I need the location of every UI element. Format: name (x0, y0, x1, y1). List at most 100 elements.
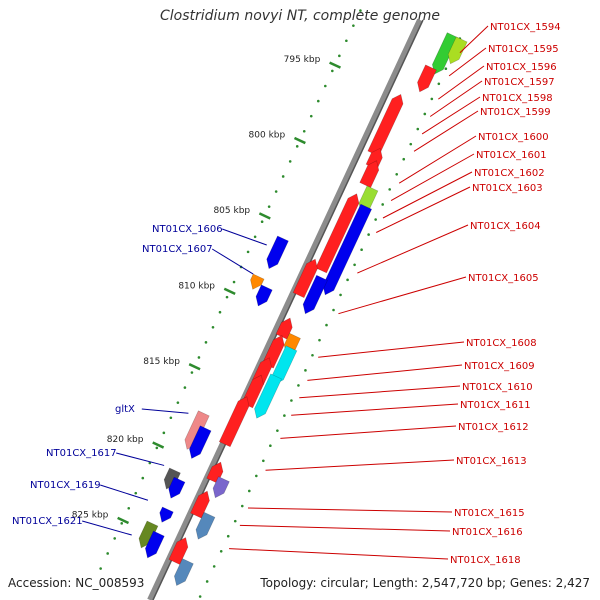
gene-label-right: NT01CX_1608 (466, 338, 537, 349)
leader-line (413, 110, 479, 152)
gene-label-right: NT01CX_1613 (456, 456, 527, 467)
gene-features (138, 32, 468, 586)
tick-dot (367, 233, 370, 236)
major-tick (117, 516, 130, 525)
tick-dot (155, 446, 159, 450)
leader-line (100, 484, 149, 501)
tick-dot (232, 280, 236, 284)
leader-line (229, 548, 449, 560)
leader-line (357, 224, 469, 274)
tick-label: 820 kbp (107, 435, 144, 445)
gene-label-left: NT01CX_1606 (152, 224, 223, 235)
tick-label: 800 kbp (249, 131, 286, 141)
leader-line (318, 341, 465, 358)
gene-label-right: NT01CX_1599 (480, 107, 551, 118)
gene-arrow (315, 193, 360, 274)
tick-dot (402, 157, 406, 161)
tick-dot (409, 142, 413, 146)
tick-dot (444, 67, 448, 71)
tick-dot (113, 537, 116, 540)
major-tick (329, 61, 341, 69)
tick-dot (297, 384, 300, 387)
gene-label-right: NT01CX_1597 (484, 77, 555, 88)
major-tick (152, 441, 165, 449)
gene-label-right: NT01CX_1616 (452, 527, 523, 538)
major-tick (188, 363, 201, 371)
tick-label: 810 kbp (178, 281, 215, 291)
major-tick (293, 136, 306, 145)
tick-dot (169, 416, 173, 420)
tick-dot (283, 414, 286, 417)
tick-dot (225, 295, 229, 299)
tick-dot (316, 99, 320, 103)
leader-line (141, 408, 189, 414)
gene-label-left: NT01CX_1619 (30, 480, 101, 491)
tick-dot (246, 250, 250, 254)
tick-dot (346, 278, 349, 282)
gene-label-right: NT01CX_1605 (468, 273, 539, 284)
gene-arrow (250, 273, 265, 290)
gene-arrow (359, 160, 380, 188)
tick-dot (141, 476, 145, 480)
tick-marks: 795 kbp 800 kbp 805 kbp 810 kbp 815 kbp 820 k… (72, 9, 462, 598)
tick-dot (262, 459, 265, 463)
gene-labels: NT01CX_1594 NT01CX_1595 NT01CX_1596 NT01CX_… (12, 22, 561, 566)
gene-label-right: NT01CX_1595 (488, 44, 559, 55)
genome-title: Clostridium novyi NT, complete genome (159, 8, 441, 24)
leader-line (116, 452, 165, 466)
tick-dot (302, 129, 306, 133)
gene-arrow (189, 425, 212, 459)
gene-label-right: NT01CX_1618 (450, 555, 521, 566)
gene-label-left: NT01CX_1617 (46, 448, 117, 459)
tick-dot (218, 310, 222, 314)
gene-arrow (168, 537, 189, 565)
gene-arrow (302, 274, 328, 315)
tick-dot (332, 308, 335, 312)
tick-dot (430, 97, 434, 101)
gene-label-right: NT01CX_1598 (482, 93, 553, 104)
leader-line (280, 425, 457, 439)
tick-dot (269, 444, 272, 448)
leader-line (299, 385, 461, 399)
gene-label-right: NT01CX_1602 (474, 168, 545, 179)
gene-label-right: NT01CX_1609 (464, 361, 535, 372)
leader-line (338, 276, 467, 315)
tick-label: 815 kbp (143, 357, 180, 367)
tick-label: 805 kbp (213, 206, 250, 216)
tick-dot (134, 491, 138, 495)
gene-arrow (212, 476, 230, 499)
gene-arrow (218, 396, 250, 448)
gene-arrow (159, 506, 174, 523)
tick-dot (423, 112, 427, 116)
tick-dot (183, 386, 187, 389)
leader-line (222, 228, 267, 246)
leader-line (265, 459, 455, 471)
tick-dot (276, 429, 279, 432)
tick-dot (359, 9, 362, 12)
tick-dot (176, 401, 180, 404)
tick-dot (437, 82, 441, 86)
gene-arrow (255, 284, 273, 307)
tick-dot (120, 522, 124, 525)
gene-label-right: NT01CX_1596 (486, 62, 557, 73)
gene-label-right: NT01CX_1604 (470, 221, 541, 232)
tick-dot (255, 474, 258, 478)
gene-arrow (168, 476, 186, 499)
leader-line (438, 65, 485, 100)
leader-line (291, 403, 459, 416)
gene-label-right: NT01CX_1611 (460, 400, 531, 411)
tick-dot (388, 188, 391, 191)
tick-dot (360, 248, 363, 251)
tick-dot (240, 504, 244, 508)
gene-label-left: NT01CX_1607 (142, 244, 213, 255)
tick-dot (395, 172, 399, 176)
tick-dot (381, 203, 384, 206)
tick-dot (267, 205, 271, 208)
gene-label-right: NT01CX_1610 (462, 382, 533, 393)
major-tick (223, 287, 236, 295)
gene-label-right: NT01CX_1600 (478, 132, 549, 143)
tick-dot (353, 263, 356, 267)
leader-line (429, 80, 483, 117)
tick-dot (345, 39, 348, 43)
